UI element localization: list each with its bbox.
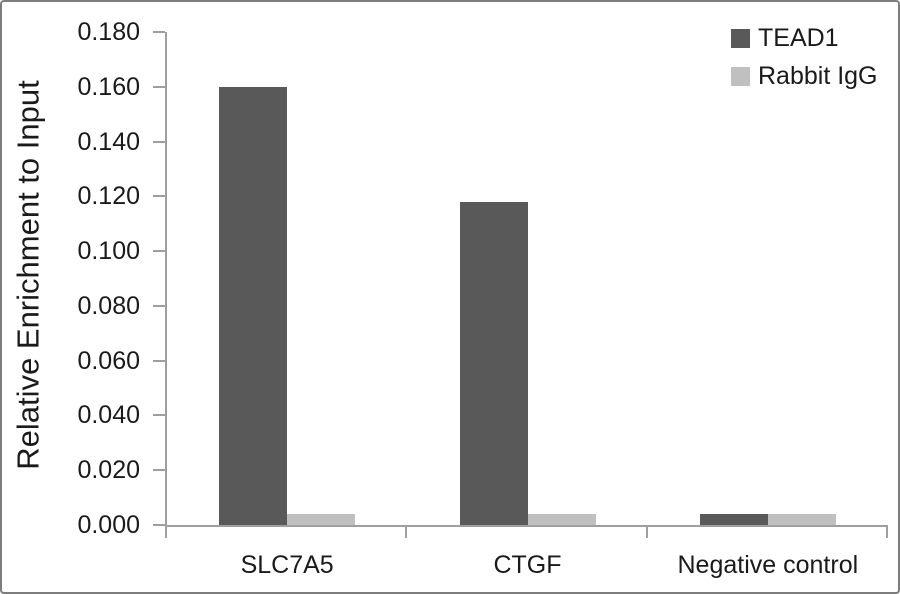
x-axis-line: [165, 525, 888, 527]
y-tick-label: 0.120: [77, 182, 140, 211]
x-tick-mark: [886, 525, 888, 538]
legend-label-rabbit-igg: Rabbit IgG: [758, 62, 878, 90]
x-tick-mark: [405, 525, 408, 538]
legend-item-tead1: TEAD1: [731, 25, 878, 51]
y-tick-label: 0.160: [77, 72, 140, 101]
y-tick-mark: [153, 524, 165, 526]
y-tick-mark: [153, 414, 165, 417]
legend-swatch-rabbit-igg-icon: [731, 66, 750, 86]
legend-swatch-tead1-icon: [731, 28, 750, 48]
bar-rabbit-igg-ctgf: [528, 514, 596, 525]
y-tick-label: 0.060: [77, 346, 140, 375]
y-tick-mark: [153, 195, 165, 198]
legend-item-rabbit-igg: Rabbit IgG: [731, 63, 878, 89]
category-label-ctgf: CTGF: [493, 551, 562, 579]
y-tick-label: 0.080: [77, 291, 140, 320]
y-tick-mark: [153, 85, 165, 88]
y-tick-mark: [153, 31, 165, 33]
bar-tead1-slc7a5: [219, 87, 287, 525]
x-tick-mark: [645, 525, 648, 538]
y-tick-label: 0.180: [77, 18, 140, 46]
y-tick-label: 0.020: [77, 456, 140, 485]
y-tick-mark: [153, 250, 165, 253]
y-tick-label: 0.100: [77, 237, 140, 266]
y-tick-mark: [153, 140, 165, 143]
y-tick-mark: [153, 304, 165, 307]
y-tick-label: 0.140: [77, 127, 140, 156]
y-tick-label: 0.040: [77, 401, 140, 430]
bar-rabbit-igg-slc7a5: [287, 514, 355, 525]
legend-label-tead1: TEAD1: [758, 24, 839, 52]
bar-tead1-ctgf: [460, 202, 528, 525]
legend: TEAD1 Rabbit IgG: [731, 25, 878, 89]
y-tick-mark: [153, 359, 165, 362]
y-tick-label: 0.000: [77, 511, 140, 539]
bar-rabbit-igg-negative-control: [768, 514, 836, 525]
category-label-negative-control: Negative control: [677, 551, 859, 579]
y-tick-mark: [153, 469, 165, 472]
category-label-slc7a5: SLC7A5: [240, 551, 334, 579]
y-axis-line: [165, 32, 167, 525]
x-tick-mark: [165, 525, 167, 538]
bar-tead1-negative-control: [700, 514, 768, 525]
